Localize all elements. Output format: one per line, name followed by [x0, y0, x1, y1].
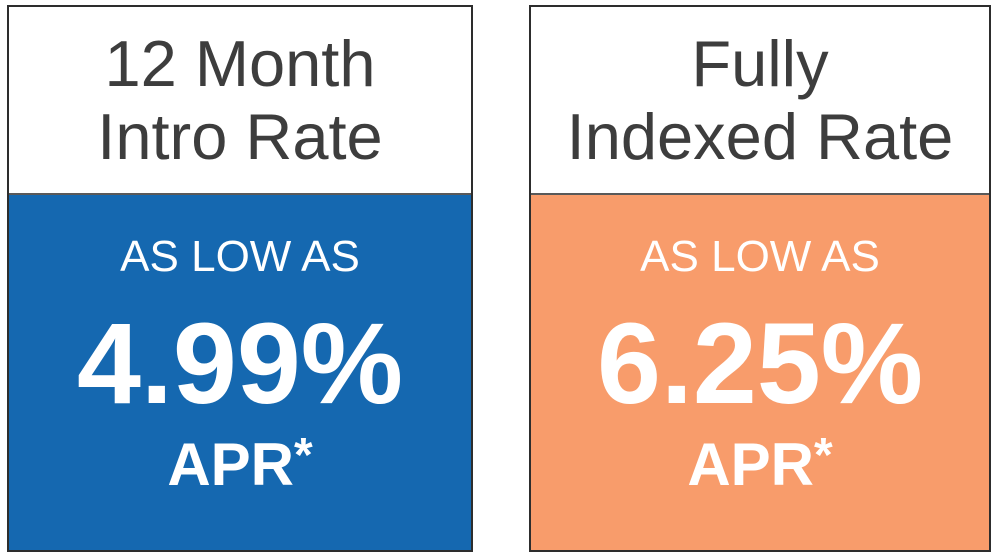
- apr-label: APR*: [687, 428, 833, 495]
- rate-value: 4.99%: [76, 300, 404, 428]
- card-title-line: Intro Rate: [97, 100, 383, 173]
- footnote-asterisk: *: [294, 428, 313, 482]
- rate-panel-indexed: AS LOW AS 6.25% APR*: [531, 195, 989, 550]
- rate-panel-intro: AS LOW AS 4.99% APR*: [9, 195, 471, 550]
- rate-value: 6.25%: [596, 300, 924, 428]
- apr-text: APR: [167, 431, 294, 498]
- card-title-line: Fully: [691, 26, 829, 100]
- rate-card-indexed: Fully Indexed Rate AS LOW AS 6.25% APR*: [529, 5, 991, 552]
- apr-text: APR: [687, 431, 814, 498]
- rate-card-intro: 12 Month Intro Rate AS LOW AS 4.99% APR*: [7, 5, 473, 552]
- apr-label: APR*: [167, 428, 313, 495]
- as-low-as-label: AS LOW AS: [120, 232, 360, 281]
- card-title-line: 12 Month: [104, 26, 376, 100]
- card-title-indexed: Fully Indexed Rate: [531, 7, 989, 195]
- as-low-as-label: AS LOW AS: [640, 232, 880, 281]
- footnote-asterisk: *: [814, 428, 833, 482]
- card-title-line: Indexed Rate: [566, 100, 954, 173]
- card-title-intro: 12 Month Intro Rate: [9, 7, 471, 195]
